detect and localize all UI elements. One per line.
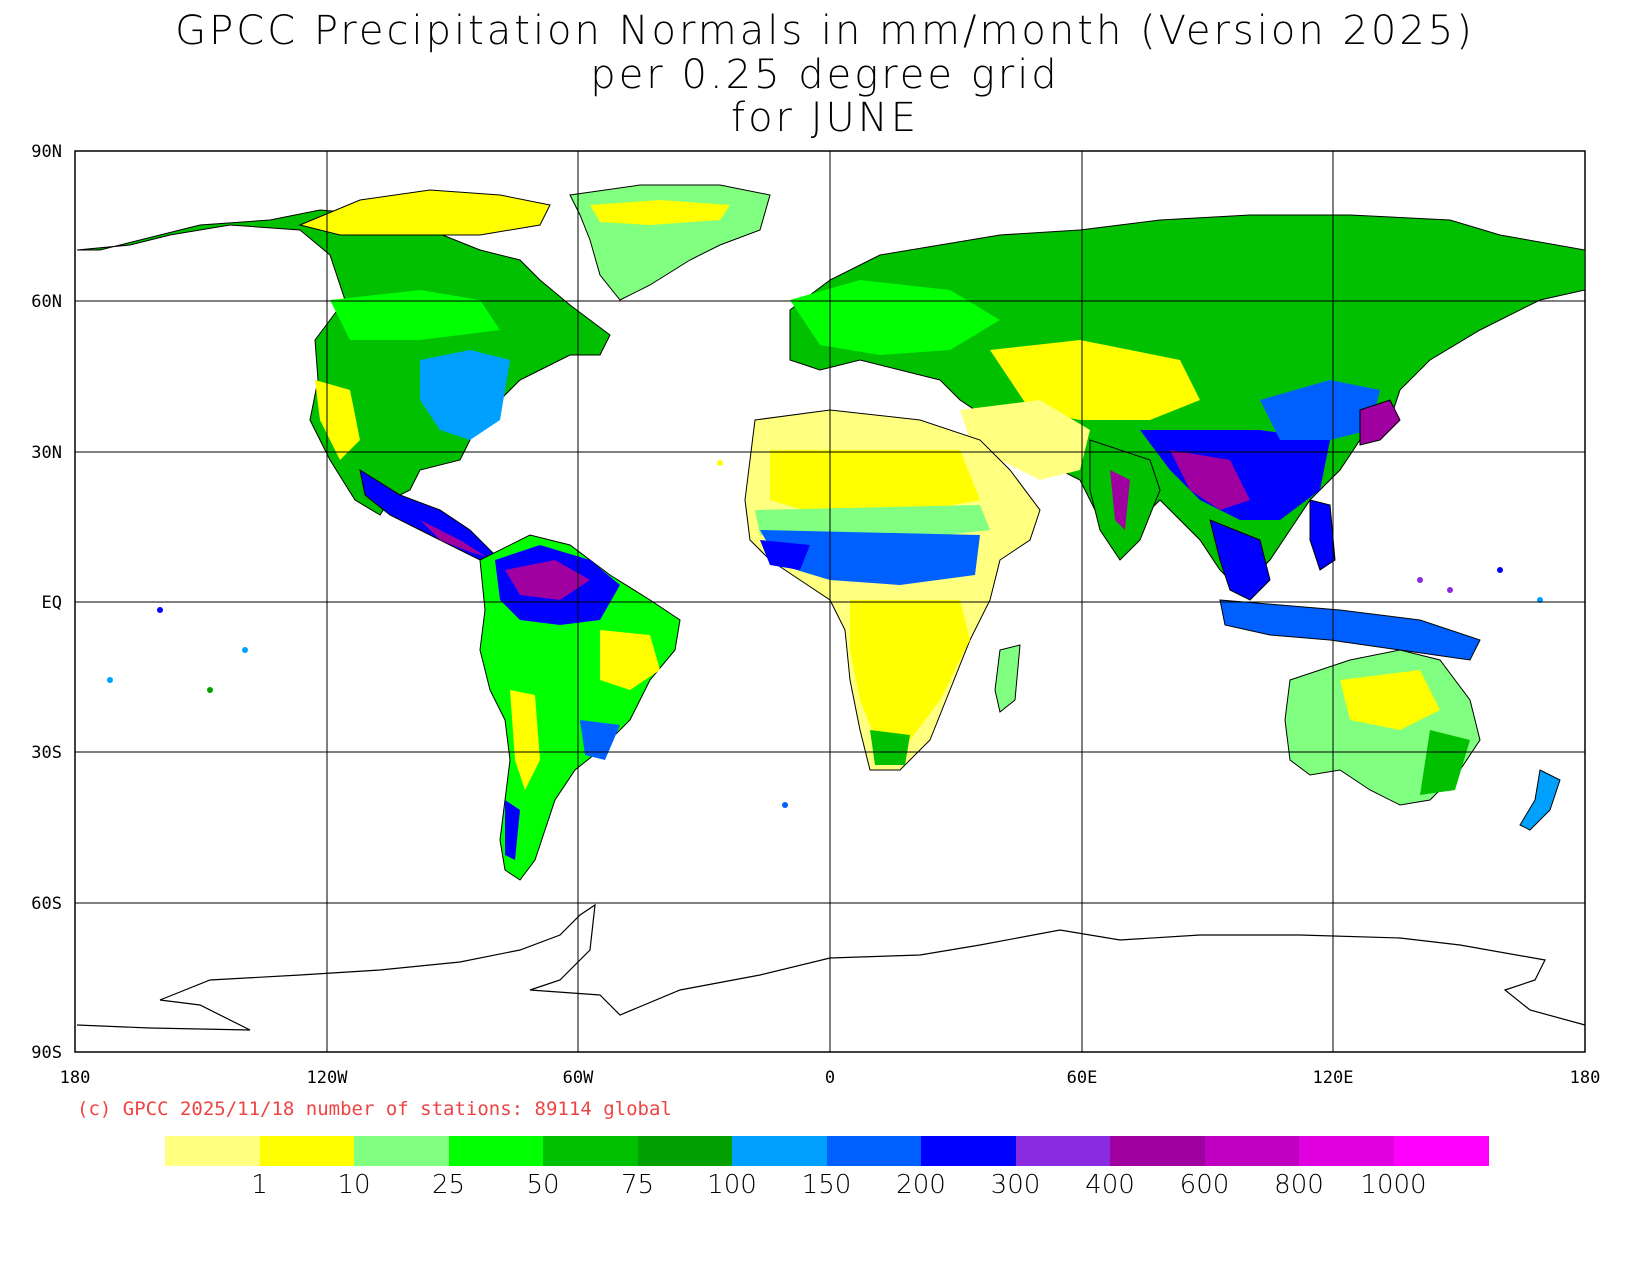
philippines (1309, 499, 1336, 571)
lat-label-90n: 90N (31, 142, 62, 162)
greenland-dry (590, 200, 730, 225)
south-brazil-wet (580, 720, 620, 760)
lon-label-120w: 120W (306, 1068, 348, 1088)
andes-dry (510, 690, 540, 790)
legend-label: 150 (801, 1170, 852, 1200)
lat-label-30s: 30S (31, 743, 62, 763)
legend-label: 600 (1179, 1170, 1230, 1200)
pacific-island-7 (1497, 567, 1503, 573)
legend-swatch (543, 1136, 638, 1166)
legend-label: 75 (620, 1170, 655, 1200)
japan (1359, 399, 1401, 446)
southern-africa (850, 600, 970, 750)
pacific-island-2 (157, 607, 163, 613)
na-west-dry (315, 380, 360, 460)
east-asia-wet (1260, 380, 1380, 440)
legend-swatch (165, 1136, 260, 1166)
lon-label-180w: 180 (59, 1068, 91, 1088)
legend-label: 1000 (1360, 1170, 1427, 1200)
graticule (75, 151, 1585, 1052)
pacific-island-5 (1417, 577, 1423, 583)
legend-swatch (732, 1136, 827, 1166)
southeast-asia (1209, 519, 1271, 601)
pacific-island-6 (1447, 587, 1453, 593)
na-central-green (330, 290, 500, 340)
legend-label: 1 (251, 1170, 268, 1200)
legend-swatch (448, 1136, 544, 1166)
legend-swatch (259, 1136, 355, 1166)
legend-label: 100 (707, 1170, 757, 1200)
central-asia-dry (990, 340, 1200, 420)
legend-swatch (826, 1136, 922, 1166)
new-zealand (1519, 769, 1561, 831)
antarctica-outline (76, 903, 1586, 1031)
legend-swatch (1110, 1136, 1205, 1166)
central-america-purple (420, 520, 485, 556)
middle-east-dry (960, 400, 1090, 480)
atlantic-island-2 (782, 802, 788, 808)
africa-west-wet (760, 540, 810, 570)
legend-swatch (1299, 1136, 1394, 1166)
australia-southeast (1420, 730, 1470, 795)
australia-interior (1340, 670, 1440, 730)
madagascar (994, 644, 1021, 713)
atlantic-island-1 (717, 460, 723, 466)
map-title-line-3: for JUNE (731, 95, 919, 141)
legend-swatch (1015, 1136, 1111, 1166)
map-title-line-2: per 0.25 degree grid (590, 52, 1060, 98)
map-title-line-1: GPCC Precipitation Normals in mm/month (… (175, 8, 1475, 54)
india-west-purple (1110, 470, 1130, 530)
africa-south-tip (870, 730, 910, 765)
lat-label-90s: 90S (31, 1043, 62, 1063)
lon-label-60e: 60E (1066, 1068, 1098, 1088)
legend-swatch (921, 1136, 1016, 1166)
legend-label: 800 (1274, 1170, 1324, 1200)
lon-label-180e: 180 (1569, 1068, 1601, 1088)
africa-wet-band (760, 530, 980, 585)
legend-label: 300 (990, 1170, 1041, 1200)
legend-label: 400 (1085, 1170, 1135, 1200)
legend-swatch (637, 1136, 733, 1166)
europe-green (790, 280, 1000, 355)
legend-label: 10 (337, 1170, 371, 1200)
south-asia-purple (1170, 450, 1250, 510)
na-east-wet (420, 350, 510, 440)
legend-swatch (1393, 1136, 1489, 1166)
pacific-island-4 (242, 647, 248, 653)
legend-swatch (1204, 1136, 1300, 1166)
brazil-dry (600, 630, 660, 690)
lat-label-60s: 60S (31, 894, 62, 914)
pacific-island-3 (207, 687, 213, 693)
lon-label-120e: 120E (1312, 1068, 1354, 1088)
legend-label: 50 (526, 1170, 560, 1200)
legend-label: 200 (896, 1170, 946, 1200)
pacific-island-1 (107, 677, 113, 683)
indonesia (1219, 599, 1481, 661)
credit-text: (c) GPCC 2025/11/18 number of stations: … (77, 1098, 672, 1120)
chile-south-wet (505, 800, 520, 860)
legend-label: 25 (431, 1170, 466, 1200)
arctic-archipelago (298, 189, 551, 236)
legend-swatch (354, 1136, 449, 1166)
sahara-yellow (770, 450, 980, 515)
lon-label-0: 0 (824, 1068, 836, 1088)
lat-label-30n: 30N (31, 443, 62, 463)
lat-label-60n: 60N (31, 292, 62, 312)
lat-label-eq: EQ (41, 593, 62, 613)
amazon-core (505, 560, 590, 600)
lon-label-60w: 60W (562, 1068, 594, 1088)
